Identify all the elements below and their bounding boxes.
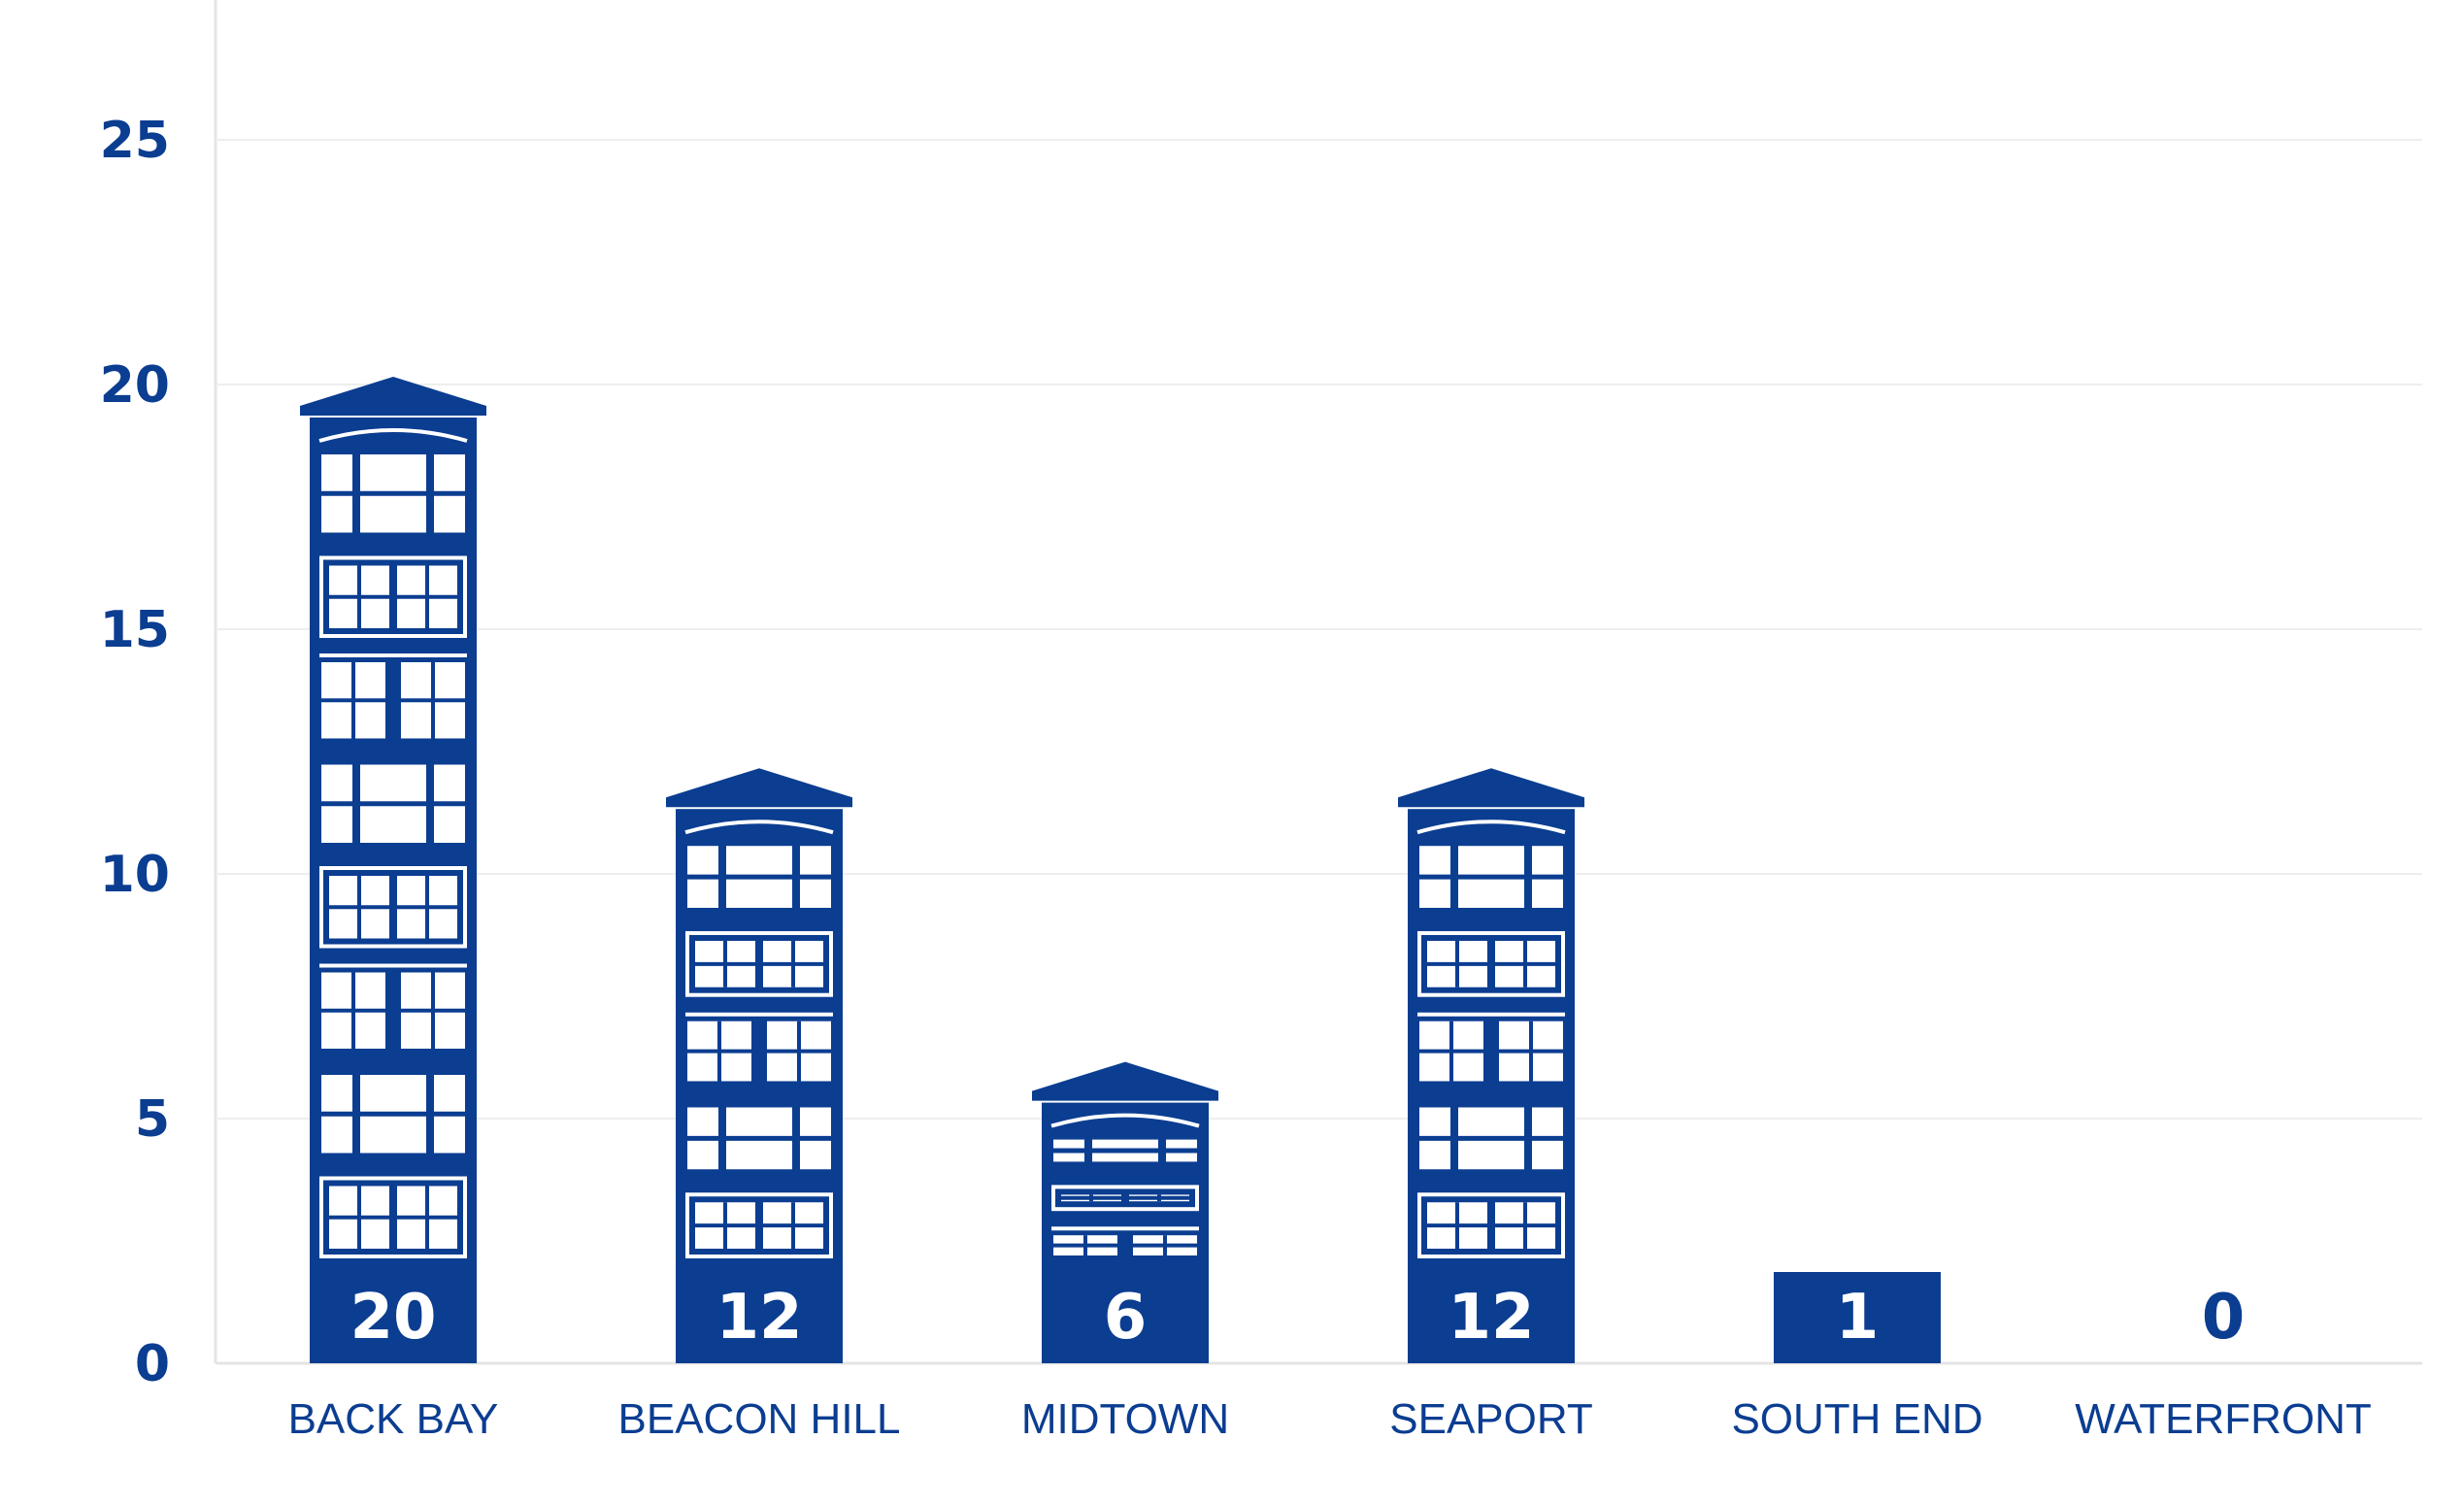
roof-arch xyxy=(684,820,834,835)
bar xyxy=(300,377,486,1363)
y-axis: 0 5 10 15 20 25 xyxy=(100,112,170,1393)
x-tick-label: MIDTOWN xyxy=(1021,1395,1229,1443)
y-tick-label: 5 xyxy=(135,1090,170,1149)
x-axis: BACK BAY BEACON HILL MIDTOWN SEAPORT SOUTH E… xyxy=(288,1395,2372,1443)
bar-body xyxy=(1774,1272,1941,1363)
bar-roof xyxy=(1398,768,1584,808)
y-tick-label: 0 xyxy=(135,1335,170,1393)
floor-window xyxy=(319,1176,467,1258)
bars: 20 12 6 12 1 0 xyxy=(300,377,2245,1363)
bar xyxy=(666,768,852,1363)
y-tick-label: 20 xyxy=(100,356,170,415)
y-tick-label: 10 xyxy=(100,846,170,904)
bar xyxy=(1398,768,1584,1363)
floor-window xyxy=(319,866,467,949)
x-tick-label: BACK BAY xyxy=(288,1395,499,1443)
roof-arch xyxy=(1416,820,1566,835)
floor-window xyxy=(1051,1185,1199,1212)
x-tick-label: SOUTH END xyxy=(1731,1395,1982,1443)
x-tick-label: BEACON HILL xyxy=(618,1395,901,1443)
y-tick-label: 25 xyxy=(100,112,170,170)
bar-roof xyxy=(1032,1061,1218,1101)
data-label: 1 xyxy=(1836,1282,1880,1354)
bar xyxy=(1032,1061,1218,1363)
roof-arch xyxy=(318,428,468,443)
floor-window xyxy=(1417,930,1565,997)
bar-roof xyxy=(300,377,486,416)
data-label: 12 xyxy=(1448,1282,1534,1354)
data-label: 20 xyxy=(350,1282,436,1354)
bar-roof xyxy=(666,768,852,808)
grid xyxy=(214,0,2422,1365)
y-tick-label: 15 xyxy=(100,601,170,659)
roof-arch xyxy=(1050,1113,1200,1128)
floor-window xyxy=(685,930,833,997)
bar xyxy=(1774,1272,1941,1363)
floor-window xyxy=(1417,1192,1565,1258)
x-tick-label: SEAPORT xyxy=(1389,1395,1592,1443)
data-label: 0 xyxy=(2202,1282,2246,1354)
x-tick-label: WATERFRONT xyxy=(2075,1395,2372,1443)
floor-window xyxy=(685,1192,833,1258)
floor-window xyxy=(319,555,467,638)
data-label: 12 xyxy=(716,1282,802,1354)
data-label: 6 xyxy=(1104,1282,1148,1354)
